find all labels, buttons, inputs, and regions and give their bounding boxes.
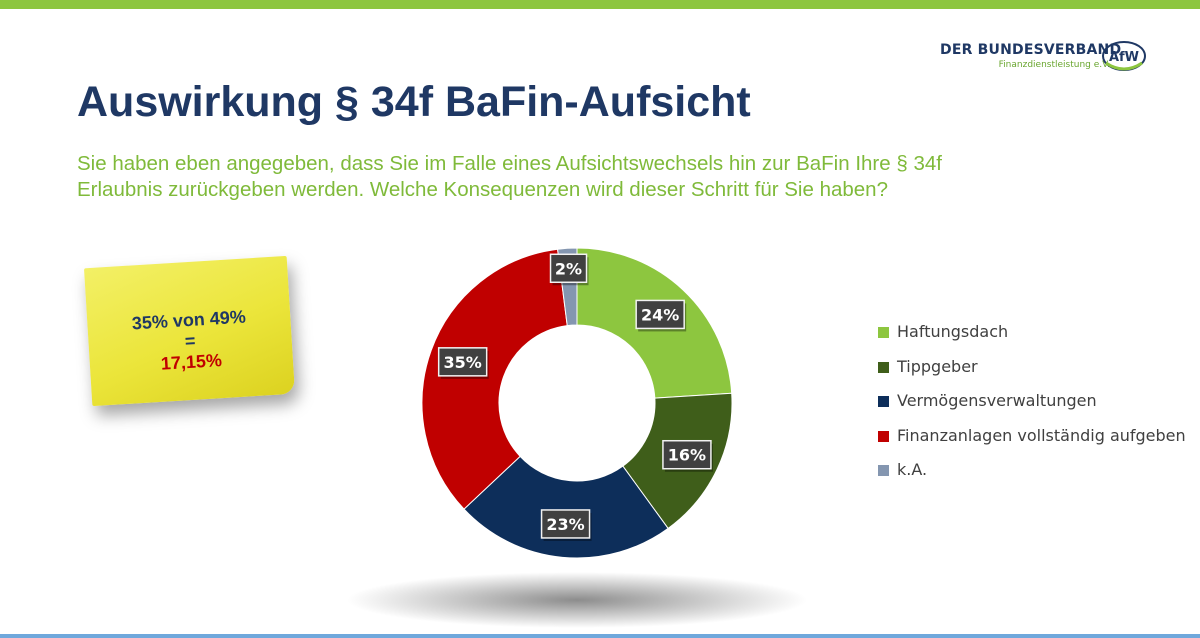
data-label-box — [662, 439, 712, 470]
legend-swatch — [878, 396, 889, 407]
data-label: 24% — [635, 299, 687, 332]
donut-slice — [463, 455, 669, 559]
legend-label: Vermögensverwaltungen — [897, 391, 1097, 410]
data-label-text: 16% — [668, 446, 706, 465]
data-label-text: 35% — [444, 353, 482, 372]
afw-logo: DER BUNDESVERBAND Finanzdienstleistung e… — [930, 38, 1185, 78]
question-line-2: Erlaubnis zurückgeben werden. Welche Kon… — [77, 178, 888, 201]
logo-badge-text: AfW — [1109, 50, 1139, 65]
legend-label: k.A. — [897, 460, 928, 479]
afw-badge-icon: AfW — [1102, 41, 1146, 71]
data-label-box — [549, 253, 588, 284]
legend-swatch — [878, 361, 889, 373]
data-label-text: 23% — [546, 515, 584, 534]
data-label-text: 2% — [555, 259, 582, 278]
legend-swatch — [878, 465, 889, 476]
question-text: Sie haben eben angegeben, dass Sie im Fa… — [77, 151, 1137, 203]
sticky-note-text: 35% von 49% = 17,15% — [87, 304, 293, 379]
data-label: 16% — [662, 439, 713, 472]
donut-chart: 24% 16% 23% 35% 2% — [347, 247, 807, 628]
data-label-box — [437, 347, 488, 377]
legend-swatch — [878, 327, 889, 338]
chart-floor-shadow — [347, 572, 807, 628]
bottom-accent-line — [0, 634, 1200, 638]
sticky-note: 35% von 49% = 17,15% — [83, 255, 296, 407]
data-label: 35% — [437, 347, 489, 379]
page-title: Auswirkung § 34f BaFin-Aufsicht — [77, 78, 751, 126]
legend-label: Haftungsdach — [897, 322, 1009, 341]
legend-label: Finanzanlagen vollständig aufgeben — [897, 425, 1186, 445]
data-label: 2% — [549, 253, 589, 286]
data-label-box — [540, 509, 591, 539]
data-label: 23% — [540, 509, 592, 541]
top-accent-bar — [0, 0, 1200, 9]
logo-sub-text: Finanzdienstleistung e.V. — [998, 60, 1110, 70]
logo-main-text: DER BUNDESVERBAND — [940, 42, 1122, 58]
legend-swatch — [878, 430, 889, 442]
legend-label: Tippgeber — [897, 356, 978, 376]
donut-slice — [421, 248, 568, 510]
question-line-1: Sie haben eben angegeben, dass Sie im Fa… — [77, 152, 942, 175]
data-label-text: 24% — [641, 305, 679, 324]
data-label-box — [635, 299, 685, 330]
